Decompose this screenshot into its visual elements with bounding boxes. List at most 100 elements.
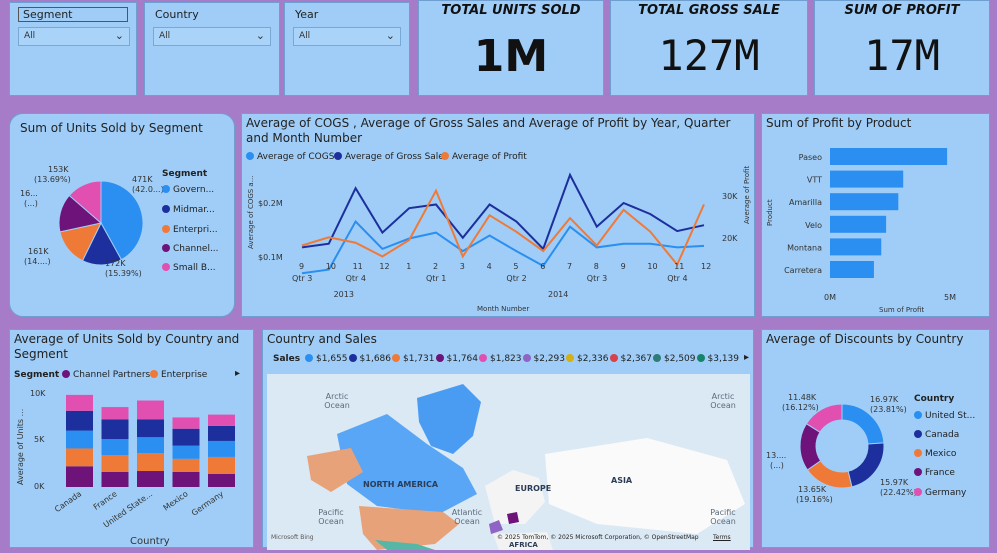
stacked-bar-segment[interactable] [137, 471, 164, 487]
bar[interactable] [830, 148, 948, 165]
map-label: Pacific Ocean [710, 508, 736, 526]
x-tick: 2 [433, 262, 438, 271]
stacked-bar-segment[interactable] [101, 455, 129, 472]
bar[interactable] [830, 261, 874, 278]
stacked-bar-segment[interactable] [208, 440, 235, 457]
map-canvas[interactable]: Arctic Ocean Arctic Ocean Pacific Ocean … [267, 374, 750, 550]
legend-item[interactable]: $1,731 [392, 354, 435, 364]
legend-item[interactable]: $2,336 [566, 354, 609, 364]
legend-item[interactable]: Midmar... [162, 205, 215, 215]
country-dropdown-value: All [159, 31, 171, 41]
country-dropdown[interactable]: All ⌄ [153, 27, 271, 46]
legend-item[interactable]: Average of COGS [246, 152, 334, 162]
pie-slice[interactable] [805, 403, 843, 433]
legend-label: Canada [925, 430, 960, 440]
line-series[interactable] [301, 172, 705, 251]
stacked-bar-segment[interactable] [66, 448, 93, 467]
stacked-bar-segment[interactable] [137, 453, 164, 472]
stacked-bar-segment[interactable] [101, 471, 129, 487]
line-series[interactable] [301, 188, 705, 267]
stacked-bar-segment[interactable] [66, 410, 93, 431]
donut-label: (23.81%) [870, 405, 907, 414]
stacked-bar-segment[interactable] [172, 445, 200, 459]
legend-item[interactable]: $1,655 [305, 354, 348, 364]
stacked-bar-segment[interactable] [137, 419, 164, 438]
legend-item[interactable]: Enterprise [150, 370, 207, 380]
legend-item[interactable]: Mexico [914, 449, 956, 459]
stacked-bar-segment[interactable] [66, 430, 93, 449]
stacked-bar-segment[interactable] [208, 425, 235, 441]
legend-item[interactable]: Govern... [162, 185, 214, 195]
year-dropdown[interactable]: All ⌄ [293, 27, 401, 46]
y-left-axis-label: Average of COGS a... [247, 176, 255, 249]
legend-label: Germany [925, 488, 967, 498]
terms-link[interactable]: Terms [713, 534, 731, 541]
bing-logo: Microsoft Bing [271, 534, 314, 541]
legend-item[interactable]: Small B... [162, 263, 216, 273]
legend-label: Mexico [925, 449, 957, 459]
stacked-bar-segment[interactable] [101, 419, 129, 440]
pie-label: (13.69%) [34, 175, 71, 184]
line-series[interactable] [301, 219, 705, 275]
legend-item[interactable]: $2,509 [653, 354, 696, 364]
stacked-bar-segment[interactable] [172, 458, 200, 472]
y-left-tick: $0.1M [258, 253, 283, 262]
pie-segment-panel: Sum of Units Sold by Segment 471K (42.0.… [9, 113, 235, 317]
x-tick: 12 [379, 262, 389, 271]
x-tick: Germany [190, 489, 225, 518]
legend-item[interactable]: France [914, 468, 955, 478]
legend-item[interactable]: $3,139 [696, 354, 739, 364]
stacked-bar-segment[interactable] [66, 466, 93, 487]
legend-item[interactable]: Average of Profit [441, 152, 527, 162]
y-right-axis-label: Average of Profit [743, 166, 751, 224]
stacked-bar-segment[interactable] [208, 456, 235, 474]
pie-slice[interactable] [68, 180, 102, 225]
bar[interactable] [830, 238, 882, 256]
legend-item[interactable]: $1,686 [348, 354, 391, 364]
pie-slice[interactable] [847, 442, 885, 488]
legend-item[interactable]: Channel... [162, 244, 219, 254]
bar[interactable] [830, 193, 899, 211]
line-chart: Average of COGS a... Average of Profit $… [247, 166, 751, 313]
year-slicer: Year All ⌄ [284, 2, 410, 96]
legend-item[interactable]: $1,764 [435, 354, 478, 364]
stacked-bar-segment[interactable] [172, 417, 200, 429]
legend-item[interactable]: Germany [914, 488, 966, 498]
x-tick: 9 [299, 262, 304, 271]
legend-item[interactable]: $2,367 [609, 354, 653, 364]
stacked-bar-segment[interactable] [172, 471, 200, 487]
legend-label: $2,367 [620, 354, 653, 364]
legend-item[interactable]: Enterpri... [162, 225, 218, 235]
stacked-bar-segment[interactable] [172, 428, 200, 446]
y-right-tick: 20K [722, 234, 738, 243]
legend-item[interactable]: United St... [914, 411, 975, 421]
y-tick: Velo [805, 221, 822, 230]
stacked-bar-segment[interactable] [66, 394, 93, 411]
legend-item[interactable]: $1,823 [479, 354, 522, 364]
stacked-bar-segment[interactable] [208, 414, 235, 426]
y-tick: Montana [787, 243, 822, 252]
stacked-bar-segment[interactable] [137, 437, 164, 454]
stacked-bar-segment[interactable] [101, 439, 129, 456]
stacked-bar-segment[interactable] [137, 400, 164, 420]
y-tick: Paseo [799, 153, 822, 162]
legend-item[interactable]: Channel Partners [62, 370, 150, 380]
stacked-bar-segment[interactable] [101, 407, 129, 420]
legend-label: Average of Gross Sales [345, 152, 449, 162]
legend-next-arrow-icon[interactable]: ▸ [744, 352, 750, 363]
stacked-bar-segment[interactable] [208, 473, 235, 487]
bar[interactable] [830, 215, 887, 233]
segment-dropdown[interactable]: All ⌄ [18, 27, 130, 46]
x-tick: Mexico [162, 489, 190, 512]
pie-slice[interactable] [100, 180, 144, 261]
legend-next-arrow-icon[interactable]: ▸ [235, 368, 241, 379]
x-tick: 5 [513, 262, 518, 271]
segment-slicer-label: Segment [18, 7, 128, 22]
legend-item[interactable]: Average of Gross Sales [334, 152, 449, 162]
bar[interactable] [830, 170, 904, 188]
legend-item[interactable]: $2,293 [522, 354, 565, 364]
legend-item[interactable]: Canada [914, 430, 959, 440]
legend-label: Channel... [173, 244, 219, 254]
line-chart-panel: Average of COGS , Average of Gross Sales… [241, 113, 755, 317]
germany-marker [507, 512, 519, 524]
